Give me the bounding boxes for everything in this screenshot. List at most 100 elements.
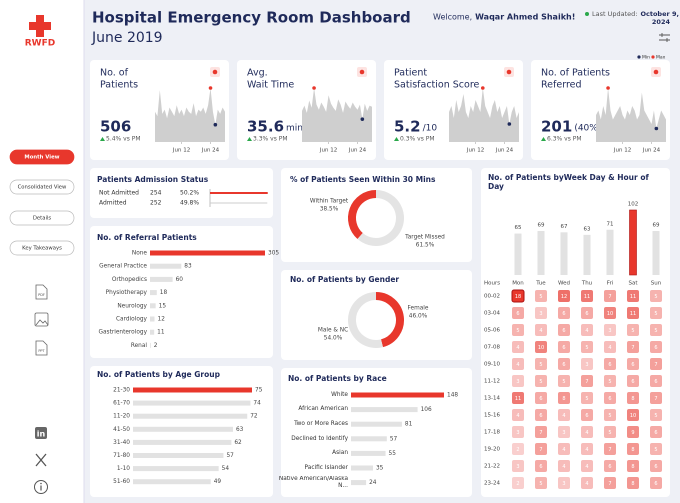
max-dot <box>208 86 213 90</box>
category-label: Pacific Islander <box>305 465 348 471</box>
cell-value: 7 <box>539 447 542 453</box>
bar <box>150 303 156 309</box>
heat-cell <box>535 460 547 472</box>
nav-button[interactable] <box>9 210 75 226</box>
value-label: 57 <box>390 436 398 442</box>
cell-value: 10 <box>607 311 613 317</box>
linkedin-icon[interactable] <box>35 427 47 439</box>
welcome: Welcome, <box>433 13 472 22</box>
heat-cell <box>512 324 524 336</box>
cell-value: 4 <box>608 345 611 351</box>
bar <box>133 413 248 419</box>
min-dot <box>213 122 218 127</box>
max-dot <box>606 86 610 90</box>
kpi-value: 201 <box>541 118 572 136</box>
day-label: Mon <box>512 281 524 287</box>
heat-cell <box>604 426 616 438</box>
image-icon-glyph <box>35 319 49 326</box>
heat-cell <box>535 477 547 489</box>
x-icon[interactable] <box>35 453 47 467</box>
nav-label[interactable]: Details <box>33 216 52 222</box>
segment-name: Female <box>408 306 429 312</box>
heat-cell <box>581 307 593 319</box>
category-label: Two or More Races <box>294 421 348 427</box>
bar <box>583 234 591 275</box>
heat-cell <box>604 409 616 421</box>
file-icon-label[interactable]: PDF <box>38 293 45 297</box>
nav-button[interactable] <box>9 240 75 256</box>
heat-cell <box>650 324 662 336</box>
row-count: 254 <box>150 190 162 197</box>
heat-cell <box>581 358 593 370</box>
cell-value: 4 <box>585 464 588 470</box>
file-icon[interactable] <box>35 340 48 356</box>
heat-cell <box>604 477 616 489</box>
heat-cell <box>535 290 547 302</box>
updated-year: 2024 <box>652 18 671 26</box>
cell-value: 2 <box>516 481 519 487</box>
legend-max-dot <box>651 55 655 59</box>
cell-value: 5 <box>608 379 611 385</box>
x-tick-label: Jun 24 <box>201 148 220 154</box>
logo-text: RWFD <box>25 39 55 49</box>
value-label: 57 <box>226 453 234 459</box>
hour-label: 11-12 <box>484 379 500 385</box>
heat-cell <box>581 443 593 455</box>
info-icon[interactable] <box>34 480 48 494</box>
heat-cell <box>512 307 524 319</box>
bar <box>560 232 568 275</box>
kpi-icon-glyph <box>506 69 512 75</box>
file-icon[interactable] <box>35 284 48 300</box>
bar <box>652 231 660 275</box>
bar <box>351 465 373 471</box>
cell-value: 6 <box>562 328 565 334</box>
heat-cell <box>627 358 639 370</box>
value-label: 102 <box>628 202 639 208</box>
file-icon-label[interactable]: PPT <box>38 349 45 353</box>
settings-icon[interactable] <box>659 33 670 42</box>
day-label: Thu <box>581 281 592 287</box>
cell-value: 5 <box>516 328 519 334</box>
status-dot <box>585 12 589 16</box>
heat-cell <box>650 375 662 387</box>
heat-cell <box>558 460 570 472</box>
cell-value: 5 <box>654 311 657 317</box>
nav-button[interactable] <box>9 179 75 195</box>
cell-value: 3 <box>562 481 565 487</box>
cell-value: 7 <box>608 481 611 487</box>
nav-button[interactable] <box>9 149 75 165</box>
bar <box>629 209 637 276</box>
cell-value: 6 <box>539 464 542 470</box>
sparkline <box>449 88 519 142</box>
min-dot <box>360 117 365 121</box>
bar <box>351 407 418 413</box>
nav-label[interactable]: Key Takeaways <box>22 246 62 252</box>
hours-label: Hours <box>484 281 500 287</box>
heat-cell <box>581 375 593 387</box>
kpi-value: 35.6 <box>247 118 284 136</box>
cell-value: 12 <box>561 294 567 300</box>
cell-value: 3 <box>539 311 542 317</box>
bar <box>133 387 252 393</box>
legend-min-dot <box>637 55 641 59</box>
category-label: Declined to Identify <box>291 436 348 442</box>
value-label: 12 <box>158 317 166 323</box>
category-label: White <box>331 391 348 398</box>
cell-value: 8 <box>631 396 634 402</box>
heat-cell <box>512 392 524 404</box>
page-subtitle: June 2019 <box>91 30 163 46</box>
category-label: White <box>331 391 348 398</box>
value-label: 67 <box>561 224 568 230</box>
cell-value: 7 <box>585 379 588 385</box>
bar <box>514 233 522 275</box>
nav-label[interactable]: Consolidated View <box>18 185 67 191</box>
cell-value: 5 <box>608 413 611 419</box>
heat-cell <box>627 409 639 421</box>
heat-cell <box>558 375 570 387</box>
heat-cell <box>558 409 570 421</box>
image-icon[interactable] <box>34 312 49 327</box>
nav-label[interactable]: Month View <box>24 155 59 161</box>
segment-name: Male & NC <box>318 328 348 334</box>
category-label: Native American/Alaska N... <box>279 476 348 489</box>
